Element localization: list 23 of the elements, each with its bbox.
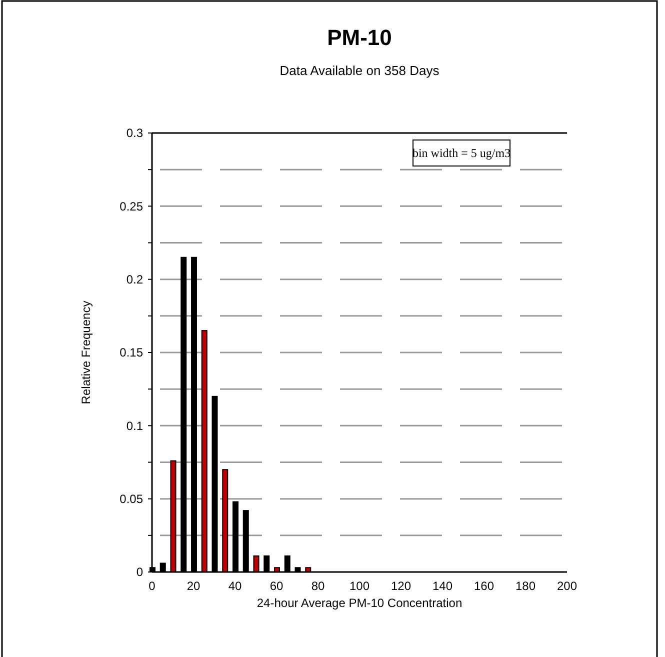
- x-tick-label: 60: [270, 579, 284, 593]
- x-tick-label: 100: [349, 579, 370, 593]
- y-tick-label: 0: [136, 565, 144, 580]
- y-tick-label: 0.2: [126, 272, 144, 287]
- x-tick-label: 40: [228, 579, 242, 593]
- y-axis-title: Relative Frequency: [79, 300, 93, 404]
- y-tick-label: 0.05: [120, 492, 144, 506]
- x-tick-label: 20: [186, 579, 200, 593]
- x-tick-label: 140: [432, 579, 453, 593]
- y-tick-label: 0.3: [126, 126, 144, 140]
- x-tick-label: 180: [515, 579, 536, 593]
- y-tick-label: 0.15: [120, 346, 144, 360]
- annotation: bin width = 5 ug/m3: [412, 146, 511, 160]
- chart-title: PM-10: [327, 25, 392, 50]
- x-axis-title: 24-hour Average PM-10 Concentration: [256, 596, 462, 610]
- x-tick-label: 0: [148, 579, 156, 593]
- y-tick-label: 0.25: [120, 199, 144, 214]
- x-tick-label: 160: [474, 579, 494, 593]
- y-tick-label: 0.1: [126, 418, 144, 433]
- chart-subtitle: Data Available on 358 Days: [280, 63, 440, 78]
- x-tick-label: 120: [390, 579, 412, 593]
- x-tick-label: 80: [311, 579, 325, 593]
- x-tick-label: 200: [556, 579, 578, 593]
